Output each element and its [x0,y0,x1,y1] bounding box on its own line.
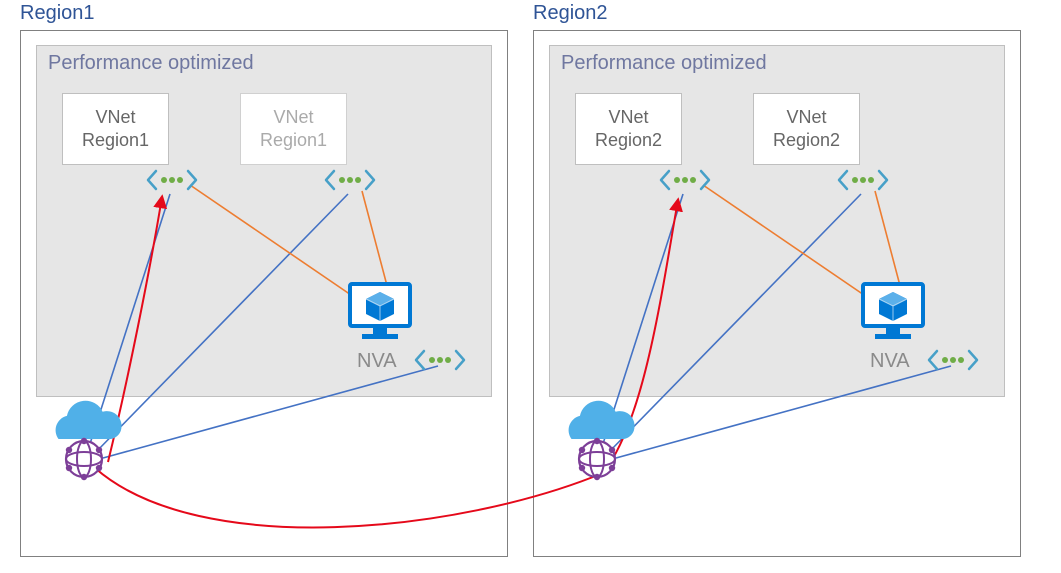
region2-label: Region2 [533,2,608,25]
vnet-label: VNet Region2 [595,106,662,153]
region1-vnet-a: VNet Region1 [62,93,169,165]
region1-nva-label: NVA [357,350,397,373]
vnet-label: VNet Region1 [82,106,149,153]
region2-perf-label: Performance optimized [561,52,767,75]
region2-vnet-b: VNet Region2 [753,93,860,165]
region2-vnet-a: VNet Region2 [575,93,682,165]
vnet-label: VNet Region2 [773,106,840,153]
region1-perf-label: Performance optimized [48,52,254,75]
vnet-label: VNet Region1 [260,106,327,153]
region1-label: Region1 [20,2,95,25]
region2-nva-label: NVA [870,350,910,373]
region1-vnet-b: VNet Region1 [240,93,347,165]
